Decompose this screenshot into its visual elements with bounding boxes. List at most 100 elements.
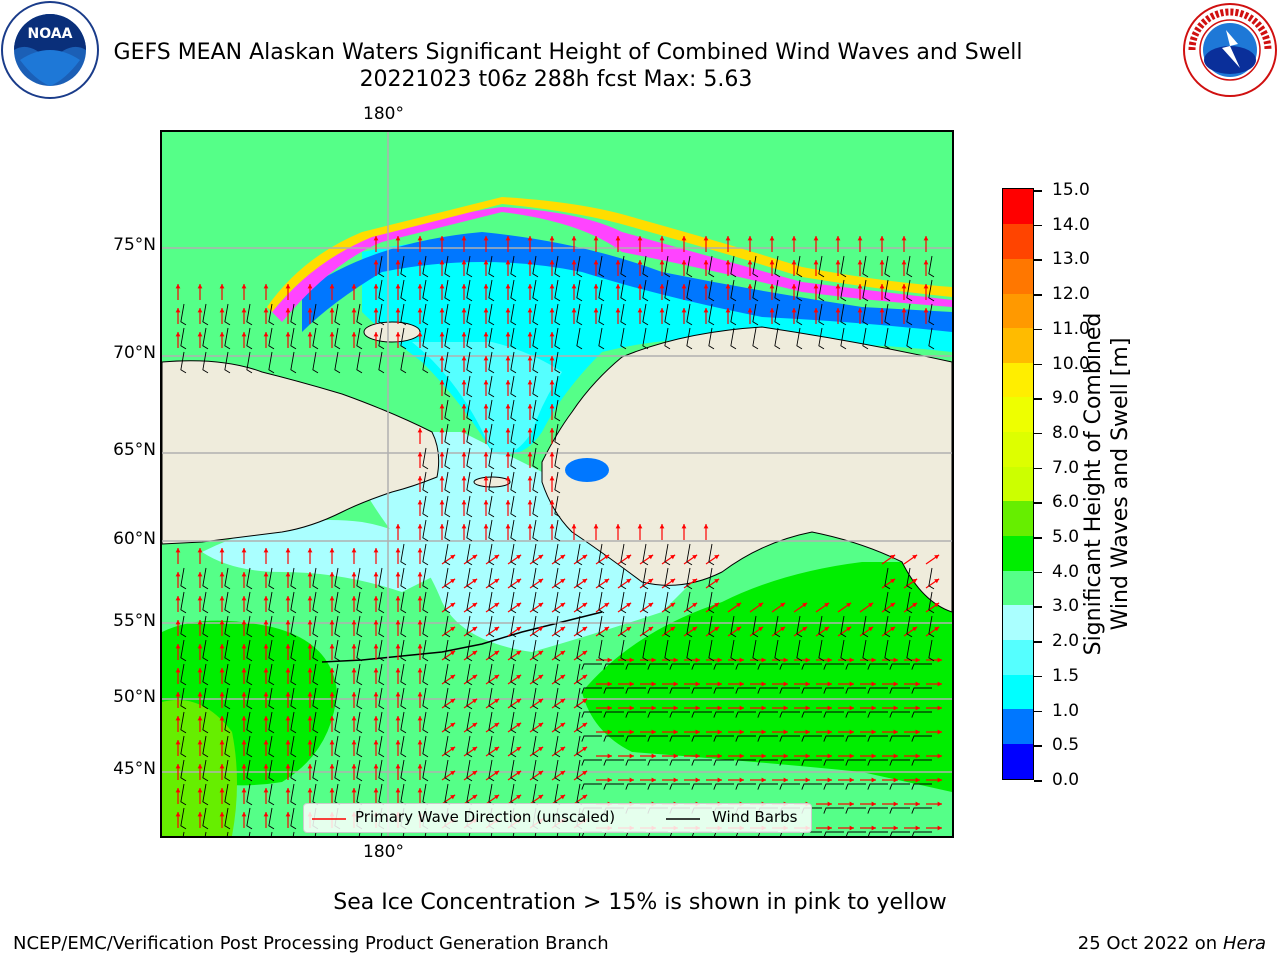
wave-direction-arrowhead [505,260,511,265]
wind-barb [928,615,935,638]
wind-barb [510,591,517,614]
wind-barb [642,639,649,662]
wave-direction-arrowhead [890,578,896,584]
wave-direction-arrowhead [175,572,181,577]
colorbar-tick-label: 7.0 [1052,457,1080,478]
wind-barb [884,279,891,302]
wind-barb [312,711,319,734]
wind-barb [422,711,429,734]
wave-direction-arrowhead [395,692,401,697]
wind-barb [202,615,209,638]
wave-direction-arrowhead [483,332,489,337]
wave-direction-arrowhead [695,681,700,687]
wave-direction-arrowhead [395,716,401,721]
wind-barb [488,615,495,638]
wind-barb [378,759,385,782]
colorbar-tick-label: 12.0 [1052,284,1090,305]
wave-direction-arrowhead [805,777,810,783]
wave-direction-arrowhead [670,626,676,632]
wind-barb [532,495,539,518]
wind-barb [532,759,539,782]
wind-barb [224,615,231,638]
wave-direction-arrowhead [538,674,544,680]
ocean-2-3m-west [202,520,442,592]
wave-direction-arrowhead [241,716,247,721]
wind-barb [686,591,693,614]
wind-barb [246,639,253,662]
wind-barb [488,519,495,542]
wind-barb [400,255,407,278]
wave-direction-arrowhead [494,698,500,704]
wave-direction-arrowhead [351,572,357,577]
wave-direction-arrowhead [450,674,456,680]
wind-barb [466,687,473,710]
wave-direction-arrowhead [395,764,401,769]
wave-direction-arrowhead [263,644,269,649]
wind-barb [510,567,517,590]
wave-direction-arrowhead [549,308,555,313]
wind-barb [378,567,385,590]
wave-direction-arrowhead [637,524,643,529]
wave-direction-arrowhead [571,260,577,265]
wind-barb [779,663,800,670]
wave-direction-arrowhead [769,236,775,241]
wind-barb [911,831,932,836]
wind-barb [532,375,539,398]
wind-barb [598,303,605,326]
wind-barb [796,255,803,278]
wave-direction-arrowhead [857,308,863,313]
wave-direction-arrowhead [219,644,225,649]
wind-barb [180,351,187,374]
wave-direction-arrowhead [329,692,335,697]
wave-direction-arrowhead [439,524,445,529]
wave-direction-arrowhead [805,657,810,663]
wind-barb [603,687,624,694]
wind-barb [664,279,671,302]
wind-barb [801,759,822,766]
noaa-logo: NOAA [0,0,100,100]
wave-direction-arrowhead [263,620,269,625]
wind-barb [884,639,891,662]
wind-barb [928,255,935,278]
wind-barb [818,639,825,662]
wind-barb [400,543,407,566]
wind-barb [598,327,605,350]
wave-direction-arrowhead [494,746,500,752]
wave-direction-arrowhead [373,668,379,673]
wind-barb [647,783,668,790]
wave-direction-arrowhead [629,705,634,711]
wind-barb [466,303,473,326]
wave-direction-arrowhead [175,596,181,601]
wave-direction-arrowhead [670,578,676,584]
wave-direction-arrowhead [505,500,511,505]
wind-barb [867,687,888,694]
wave-direction-arrowhead [915,657,920,663]
wind-barb [845,807,866,814]
wave-direction-arrowhead [417,476,423,481]
wave-direction-arrowhead [673,753,678,759]
wave-direction-arrowhead [505,236,511,241]
wave-direction-arrowhead [351,308,357,313]
wave-direction-arrowhead [285,284,291,289]
wave-direction-arrowhead [725,308,731,313]
wave-direction-arrowhead [538,770,544,776]
wind-barb [532,591,539,614]
wind-barb [224,639,231,662]
wave-direction-arrowhead [516,746,522,752]
wind-barb [686,615,693,638]
wave-direction-arrowhead [659,260,665,265]
wind-barb [642,591,649,614]
wave-direction-arrowhead [879,308,885,313]
wind-barb [686,255,693,278]
wave-direction-arrowhead [692,602,698,608]
colorbar-tick-label: 1.0 [1052,700,1080,721]
wave-direction-arrowhead [483,236,489,241]
wave-direction-arrowhead [937,705,942,711]
wave-direction-arrowhead [461,500,467,505]
wind-barb [532,255,539,278]
sea-ice-fringe [272,207,952,322]
wind-barb [928,279,935,302]
wave-direction-arrowhead [846,602,852,608]
wave-direction-arrowhead [849,705,854,711]
wind-barb [911,759,932,766]
